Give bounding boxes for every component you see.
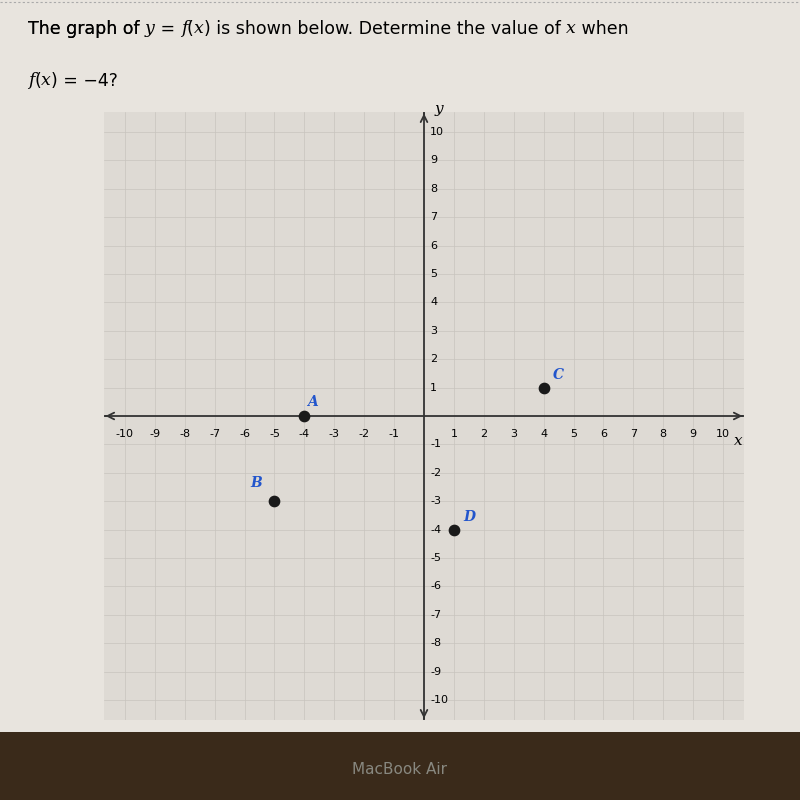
Text: A: A xyxy=(307,395,318,409)
Text: y: y xyxy=(145,20,155,37)
Text: 4: 4 xyxy=(540,429,547,438)
Text: -7: -7 xyxy=(430,610,441,620)
Text: -8: -8 xyxy=(179,429,190,438)
Text: -5: -5 xyxy=(269,429,280,438)
Text: ) = −4?: ) = −4? xyxy=(51,72,118,90)
Point xyxy=(298,410,310,422)
Text: -10: -10 xyxy=(116,429,134,438)
Point xyxy=(538,381,550,394)
Text: 6: 6 xyxy=(600,429,607,438)
Text: 1: 1 xyxy=(450,429,458,438)
Text: 5: 5 xyxy=(570,429,577,438)
Text: B: B xyxy=(250,476,262,490)
Text: -8: -8 xyxy=(430,638,441,648)
Text: 1: 1 xyxy=(430,382,437,393)
Text: D: D xyxy=(463,510,475,524)
Text: f: f xyxy=(28,72,34,89)
Text: -6: -6 xyxy=(430,582,441,591)
Text: -9: -9 xyxy=(150,429,161,438)
Text: -1: -1 xyxy=(389,429,399,438)
Text: -1: -1 xyxy=(430,439,441,450)
Text: =: = xyxy=(155,20,181,38)
Text: -2: -2 xyxy=(358,429,370,438)
Text: 6: 6 xyxy=(430,241,437,250)
Text: The graph of: The graph of xyxy=(28,20,145,38)
Point xyxy=(268,495,281,508)
Text: 8: 8 xyxy=(660,429,667,438)
Text: -9: -9 xyxy=(430,666,441,677)
Text: -4: -4 xyxy=(299,429,310,438)
Text: 9: 9 xyxy=(430,155,437,166)
Text: 3: 3 xyxy=(430,326,437,336)
Point xyxy=(447,523,460,536)
Text: (: ( xyxy=(187,20,194,38)
Text: -3: -3 xyxy=(430,496,441,506)
Text: -4: -4 xyxy=(430,525,441,534)
Text: -5: -5 xyxy=(430,553,441,563)
Text: -6: -6 xyxy=(239,429,250,438)
Text: 7: 7 xyxy=(430,212,437,222)
Text: 10: 10 xyxy=(716,429,730,438)
Text: 4: 4 xyxy=(430,298,437,307)
Text: x: x xyxy=(41,72,51,89)
Text: 2: 2 xyxy=(480,429,487,438)
Text: (: ( xyxy=(34,72,41,90)
Text: The graph of: The graph of xyxy=(28,20,145,38)
Text: x: x xyxy=(194,20,203,37)
Text: 8: 8 xyxy=(430,184,437,194)
Text: 7: 7 xyxy=(630,429,637,438)
Text: y: y xyxy=(434,102,443,116)
Text: -10: -10 xyxy=(430,695,448,705)
Text: ) is shown below. Determine the value of: ) is shown below. Determine the value of xyxy=(203,20,566,38)
Text: -7: -7 xyxy=(209,429,220,438)
Text: C: C xyxy=(553,368,563,382)
Text: f: f xyxy=(181,20,187,37)
Text: 10: 10 xyxy=(430,127,444,137)
Text: x: x xyxy=(566,20,576,37)
Text: MacBook Air: MacBook Air xyxy=(353,762,447,777)
Text: 3: 3 xyxy=(510,429,518,438)
Text: -2: -2 xyxy=(430,468,441,478)
Text: when: when xyxy=(576,20,628,38)
Text: 9: 9 xyxy=(690,429,697,438)
Text: 5: 5 xyxy=(430,269,437,279)
Text: x: x xyxy=(734,434,742,449)
Text: 2: 2 xyxy=(430,354,437,364)
Text: -3: -3 xyxy=(329,429,340,438)
